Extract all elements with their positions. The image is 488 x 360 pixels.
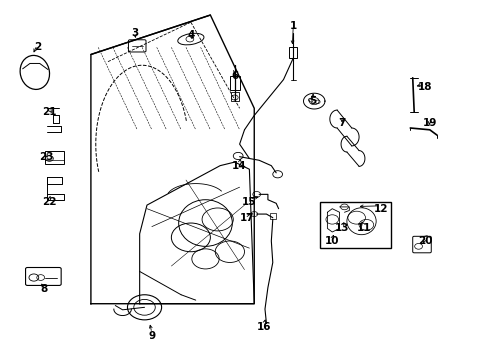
Text: 2: 2 <box>34 42 41 52</box>
Bar <box>320 202 390 248</box>
Text: 18: 18 <box>417 82 431 92</box>
Text: 23: 23 <box>39 152 53 162</box>
Text: 3: 3 <box>131 28 138 38</box>
Bar <box>230 92 238 101</box>
Text: 15: 15 <box>242 197 256 207</box>
Bar <box>229 76 239 90</box>
Text: 10: 10 <box>325 236 339 246</box>
Text: 1: 1 <box>289 21 296 31</box>
Bar <box>44 151 64 164</box>
Text: 4: 4 <box>187 30 194 40</box>
Text: 20: 20 <box>417 236 431 246</box>
Text: 12: 12 <box>373 204 387 214</box>
Text: 21: 21 <box>42 107 57 117</box>
Text: 13: 13 <box>334 224 348 233</box>
Text: 14: 14 <box>232 161 246 171</box>
Text: 6: 6 <box>231 71 238 81</box>
Bar <box>289 47 297 58</box>
Bar <box>269 213 275 220</box>
Text: 9: 9 <box>148 331 155 341</box>
Text: 7: 7 <box>338 118 345 128</box>
Text: 17: 17 <box>239 213 254 222</box>
Text: 16: 16 <box>256 322 271 332</box>
Text: 8: 8 <box>40 284 47 294</box>
Text: 19: 19 <box>422 118 436 128</box>
Text: 5: 5 <box>308 96 316 106</box>
Text: 22: 22 <box>42 197 57 207</box>
Text: 11: 11 <box>356 224 370 233</box>
